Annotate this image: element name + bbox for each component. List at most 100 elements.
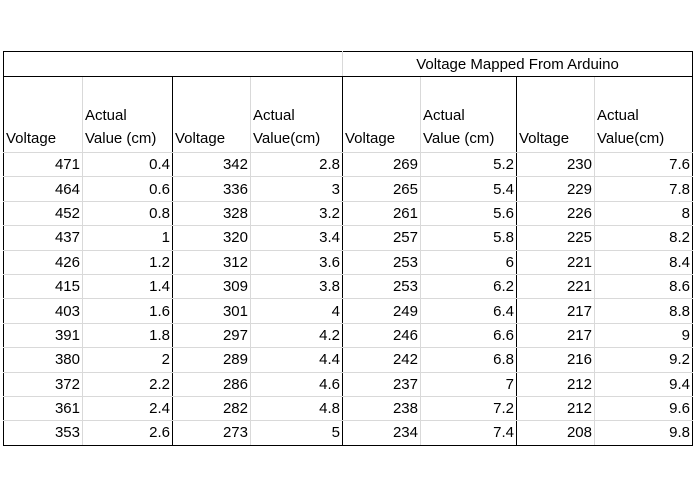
actual-value-cell[interactable]: 8.6 (594, 273, 693, 300)
voltage-cell[interactable]: 282 (172, 395, 251, 422)
actual-value-cell[interactable]: 7.4 (420, 420, 517, 446)
actual-value-cell[interactable]: 0.6 (82, 176, 173, 202)
actual-value-cell[interactable]: 9 (594, 322, 693, 349)
actual-value-cell[interactable]: 6.8 (420, 347, 517, 373)
voltage-cell[interactable]: 216 (516, 347, 595, 373)
actual-value-cell[interactable]: 4.2 (250, 322, 343, 349)
actual-value-cell[interactable]: 6.6 (420, 322, 517, 349)
voltage-cell[interactable]: 289 (172, 347, 251, 373)
voltage-cell[interactable]: 273 (172, 420, 251, 446)
voltage-cell[interactable]: 297 (172, 322, 251, 349)
header-voltage-3[interactable]: Voltage (342, 76, 421, 153)
voltage-cell[interactable]: 426 (3, 249, 83, 275)
actual-value-cell[interactable]: 2.8 (250, 151, 343, 178)
actual-value-cell[interactable]: 2.6 (82, 420, 173, 446)
voltage-cell[interactable]: 221 (516, 273, 595, 300)
actual-value-cell[interactable]: 2.2 (82, 371, 173, 397)
voltage-cell[interactable]: 261 (342, 200, 421, 227)
table-title[interactable]: Voltage Mapped From Arduino (342, 51, 693, 77)
voltage-cell[interactable]: 415 (3, 273, 83, 300)
actual-value-cell[interactable]: 5.2 (420, 151, 517, 178)
voltage-cell[interactable]: 230 (516, 151, 595, 178)
voltage-cell[interactable]: 342 (172, 151, 251, 178)
actual-value-cell[interactable]: 3 (250, 176, 343, 202)
actual-value-cell[interactable]: 6.2 (420, 273, 517, 300)
actual-value-cell[interactable]: 1.6 (82, 298, 173, 324)
voltage-cell[interactable]: 403 (3, 298, 83, 324)
actual-value-cell[interactable]: 8.4 (594, 249, 693, 275)
voltage-cell[interactable]: 464 (3, 176, 83, 202)
voltage-cell[interactable]: 217 (516, 322, 595, 349)
voltage-cell[interactable]: 237 (342, 371, 421, 397)
voltage-cell[interactable]: 217 (516, 298, 595, 324)
voltage-cell[interactable]: 286 (172, 371, 251, 397)
actual-value-cell[interactable]: 4.8 (250, 395, 343, 422)
header-actual-4[interactable]: Actual Value(cm) (594, 76, 693, 153)
voltage-cell[interactable]: 249 (342, 298, 421, 324)
voltage-cell[interactable]: 234 (342, 420, 421, 446)
actual-value-cell[interactable]: 8.2 (594, 225, 693, 251)
voltage-cell[interactable]: 229 (516, 176, 595, 202)
actual-value-cell[interactable]: 8.8 (594, 298, 693, 324)
actual-value-cell[interactable]: 8 (594, 200, 693, 227)
actual-value-cell[interactable]: 9.2 (594, 347, 693, 373)
actual-value-cell[interactable]: 5 (250, 420, 343, 446)
header-actual-2[interactable]: Actual Value(cm) (250, 76, 343, 153)
actual-value-cell[interactable]: 1.4 (82, 273, 173, 300)
voltage-cell[interactable]: 361 (3, 395, 83, 422)
voltage-cell[interactable]: 253 (342, 273, 421, 300)
voltage-cell[interactable]: 320 (172, 225, 251, 251)
voltage-cell[interactable]: 301 (172, 298, 251, 324)
header-voltage-4[interactable]: Voltage (516, 76, 595, 153)
actual-value-cell[interactable]: 9.6 (594, 395, 693, 422)
header-voltage-1[interactable]: Voltage (3, 76, 83, 153)
voltage-cell[interactable]: 372 (3, 371, 83, 397)
actual-value-cell[interactable]: 5.6 (420, 200, 517, 227)
actual-value-cell[interactable]: 7.8 (594, 176, 693, 202)
voltage-cell[interactable]: 212 (516, 395, 595, 422)
voltage-cell[interactable]: 353 (3, 420, 83, 446)
actual-value-cell[interactable]: 5.4 (420, 176, 517, 202)
voltage-cell[interactable]: 328 (172, 200, 251, 227)
voltage-cell[interactable]: 452 (3, 200, 83, 227)
actual-value-cell[interactable]: 9.8 (594, 420, 693, 446)
voltage-cell[interactable]: 238 (342, 395, 421, 422)
voltage-cell[interactable]: 309 (172, 273, 251, 300)
actual-value-cell[interactable]: 3.6 (250, 249, 343, 275)
actual-value-cell[interactable]: 0.4 (82, 151, 173, 178)
voltage-cell[interactable]: 221 (516, 249, 595, 275)
actual-value-cell[interactable]: 2.4 (82, 395, 173, 422)
voltage-cell[interactable]: 336 (172, 176, 251, 202)
voltage-cell[interactable]: 257 (342, 225, 421, 251)
actual-value-cell[interactable]: 3.4 (250, 225, 343, 251)
voltage-cell[interactable]: 265 (342, 176, 421, 202)
header-voltage-2[interactable]: Voltage (172, 76, 251, 153)
voltage-cell[interactable]: 312 (172, 249, 251, 275)
actual-value-cell[interactable]: 0.8 (82, 200, 173, 227)
actual-value-cell[interactable]: 1.8 (82, 322, 173, 349)
voltage-cell[interactable]: 242 (342, 347, 421, 373)
actual-value-cell[interactable]: 4 (250, 298, 343, 324)
voltage-cell[interactable]: 225 (516, 225, 595, 251)
actual-value-cell[interactable]: 2 (82, 347, 173, 373)
voltage-cell[interactable]: 380 (3, 347, 83, 373)
actual-value-cell[interactable]: 7 (420, 371, 517, 397)
blank-title-cell[interactable] (3, 51, 343, 77)
actual-value-cell[interactable]: 4.6 (250, 371, 343, 397)
header-actual-1[interactable]: Actual Value (cm) (82, 76, 173, 153)
voltage-cell[interactable]: 437 (3, 225, 83, 251)
actual-value-cell[interactable]: 5.8 (420, 225, 517, 251)
actual-value-cell[interactable]: 1.2 (82, 249, 173, 275)
voltage-cell[interactable]: 226 (516, 200, 595, 227)
actual-value-cell[interactable]: 4.4 (250, 347, 343, 373)
voltage-cell[interactable]: 391 (3, 322, 83, 349)
actual-value-cell[interactable]: 7.2 (420, 395, 517, 422)
voltage-cell[interactable]: 471 (3, 151, 83, 178)
actual-value-cell[interactable]: 9.4 (594, 371, 693, 397)
actual-value-cell[interactable]: 6 (420, 249, 517, 275)
actual-value-cell[interactable]: 6.4 (420, 298, 517, 324)
voltage-cell[interactable]: 212 (516, 371, 595, 397)
actual-value-cell[interactable]: 1 (82, 225, 173, 251)
actual-value-cell[interactable]: 3.2 (250, 200, 343, 227)
voltage-cell[interactable]: 246 (342, 322, 421, 349)
